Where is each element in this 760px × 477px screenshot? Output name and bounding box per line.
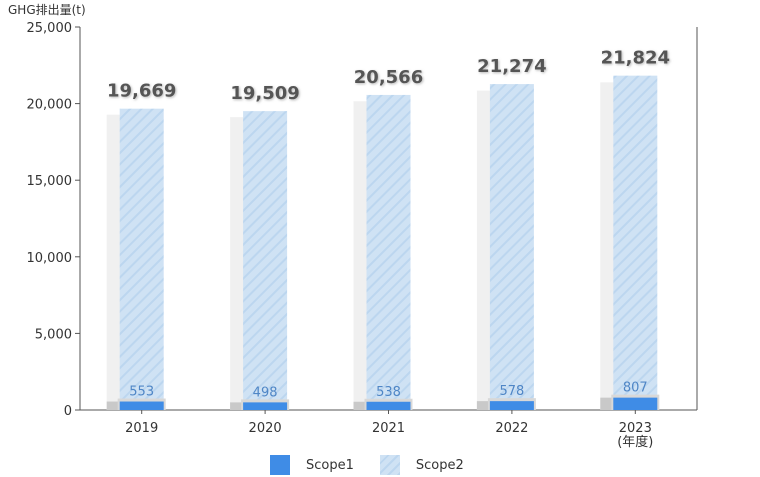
legend-swatch-scope1 <box>270 455 290 475</box>
bar-scope1 <box>366 401 411 410</box>
legend-swatch-scope2 <box>379 455 400 475</box>
y-tick-label: 15,000 <box>27 174 73 189</box>
x-tick-sublabel: (年度) <box>617 434 653 450</box>
bar-scope1 <box>243 402 288 410</box>
bar-scope1 <box>489 401 534 410</box>
legend-item-scope1: Scope1 <box>270 455 354 475</box>
x-tick-label: 2020 <box>249 421 282 436</box>
total-label: 21,274 <box>477 56 546 77</box>
legend-label-scope1: Scope1 <box>306 457 354 473</box>
bar-scope2 <box>243 111 288 403</box>
x-tick-label: 2023 <box>619 421 652 436</box>
data-label-scope1: 807 <box>623 381 648 396</box>
data-label-scope1: 498 <box>253 385 278 400</box>
bar-scope1 <box>613 397 658 410</box>
data-label-scope1: 538 <box>376 385 401 400</box>
bar-scope2 <box>119 108 164 402</box>
bar-scope1 <box>119 401 164 410</box>
legend-item-scope2: Scope2 <box>379 455 464 475</box>
total-label: 20,566 <box>354 67 423 88</box>
bar-scope2 <box>613 75 658 398</box>
y-tick-label: 10,000 <box>27 251 73 266</box>
data-label-scope1: 553 <box>129 385 154 400</box>
total-label: 21,824 <box>601 48 670 69</box>
x-tick-label: 2021 <box>372 421 405 436</box>
data-label-scope1: 578 <box>499 384 524 399</box>
bar-scope2 <box>489 84 534 402</box>
x-tick-label: 2019 <box>125 421 158 436</box>
y-axis-title: GHG排出量(t) <box>8 3 86 17</box>
bar-scope2 <box>366 94 411 402</box>
total-label: 19,669 <box>107 81 176 102</box>
y-tick-label: 5,000 <box>35 327 72 342</box>
x-tick-label: 2022 <box>495 421 528 436</box>
legend-label-scope2: Scope2 <box>415 457 464 473</box>
ghg-bar-chart: 0 5,000 10,000 15,000 20,000 25,000 2019 2020 20… <box>27 21 698 450</box>
y-tick-label: 0 <box>64 404 72 419</box>
y-tick-label: 20,000 <box>27 98 73 113</box>
y-tick-label: 25,000 <box>27 21 73 36</box>
total-label: 19,509 <box>230 83 299 104</box>
legend: Scope1 Scope2 <box>270 455 490 475</box>
